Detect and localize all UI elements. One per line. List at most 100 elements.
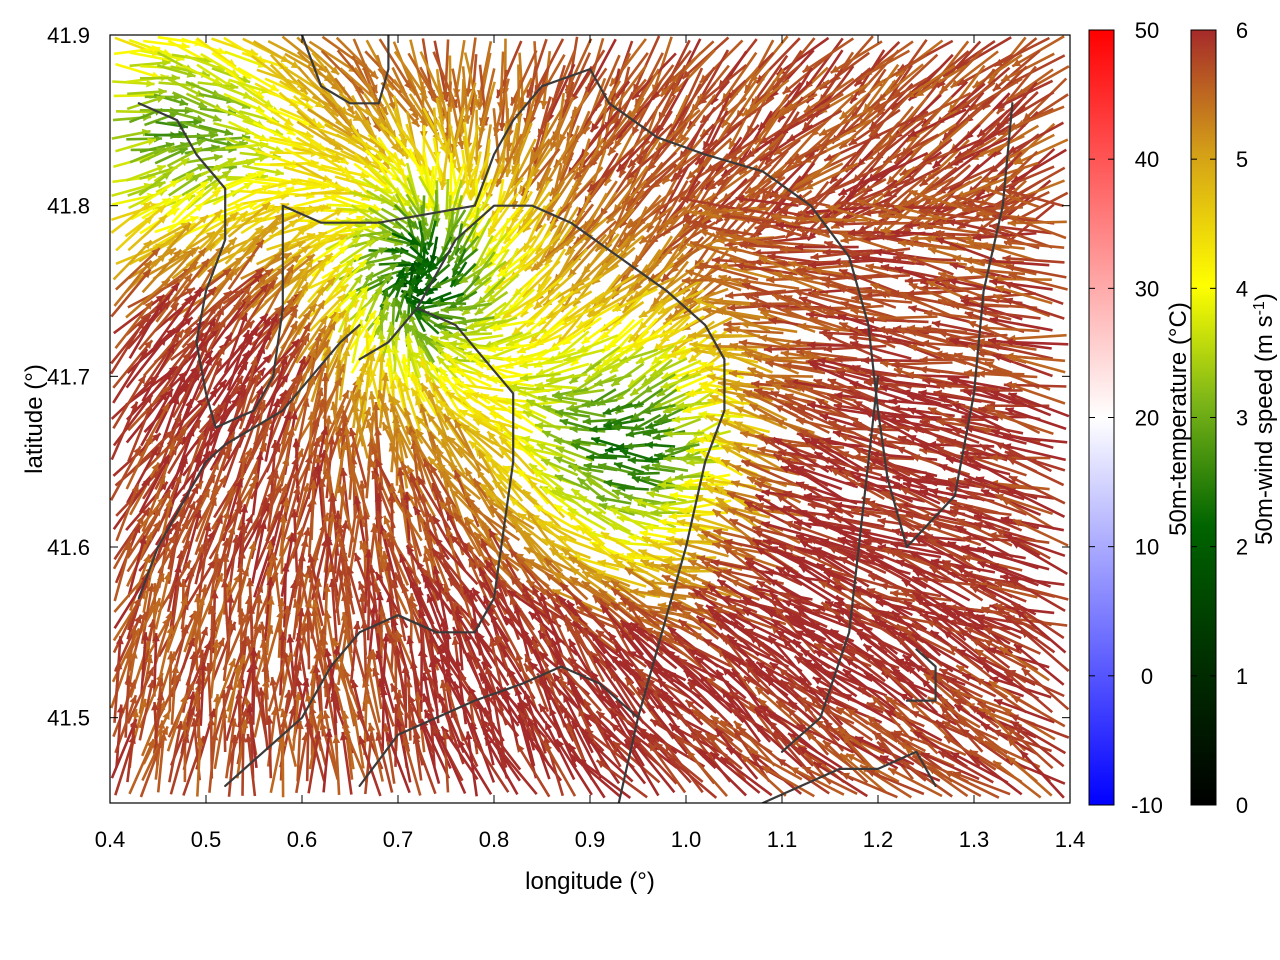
wind-arrow-shaft	[465, 94, 478, 151]
wind-arrow-head	[679, 133, 688, 143]
wind-arrow-head	[950, 79, 960, 88]
wind-arrow-shaft	[635, 64, 675, 115]
wind-arrow-shaft	[526, 38, 548, 99]
wind-arrow-shaft	[609, 64, 648, 114]
wind-arrow	[252, 40, 301, 70]
wind-arrow-head	[610, 77, 618, 87]
wind-arrow-shaft	[779, 79, 830, 116]
wind-arrow-head	[830, 65, 840, 73]
wind-arrow-head	[498, 122, 507, 131]
wind-arrow-shaft	[630, 80, 663, 136]
wind-arrow-shaft	[930, 40, 970, 90]
wind-arrow-head	[441, 91, 450, 100]
wind-arrow-shaft	[546, 63, 576, 122]
wind-arrow-shaft	[971, 53, 1023, 89]
wind-arrow-shaft	[697, 63, 748, 106]
wind-arrow	[630, 80, 663, 136]
wind-arrow-shaft	[352, 38, 379, 94]
wind-arrow-shaft	[338, 92, 385, 126]
wind-arrow	[1022, 77, 1068, 123]
wind-arrow-shaft	[533, 96, 552, 157]
wind-arrow-shaft	[419, 66, 450, 121]
wind-arrow-head	[700, 128, 710, 137]
wind-arrow-head	[151, 45, 161, 53]
wind-arrow-shaft	[479, 68, 496, 127]
wind-arrow-shaft	[719, 66, 760, 114]
wind-arrow	[113, 45, 161, 56]
wind-arrow-shaft	[956, 53, 1013, 87]
wind-arrow	[112, 79, 155, 88]
wind-arrow	[510, 49, 538, 107]
wind-arrow-shaft	[919, 286, 983, 291]
wind-arrow-head	[915, 88, 925, 97]
wind-arrow-shaft	[1007, 220, 1067, 225]
wind-arrow-shaft	[510, 49, 538, 107]
wind-arrow-shaft	[466, 37, 477, 97]
wind-arrow-shaft	[763, 347, 827, 351]
wind-arrow-head	[330, 66, 339, 75]
wind-arrow-shaft	[950, 50, 999, 89]
wind-arrow-shaft	[251, 96, 294, 127]
wind-arrow	[632, 35, 661, 93]
wind-arrow-head	[217, 47, 226, 55]
wind-arrow-shaft	[1008, 54, 1066, 85]
wind-arrow-head	[241, 75, 251, 84]
wind-arrow-shaft	[657, 64, 687, 122]
wind-arrow-shaft	[775, 36, 830, 76]
wind-arrow-shaft	[942, 40, 996, 78]
wind-arrow-shaft	[449, 92, 464, 150]
wind-arrow	[914, 64, 967, 98]
wind-arrow-shaft	[477, 52, 492, 111]
wind-arrow	[139, 74, 180, 82]
wind-arrow-head	[565, 84, 573, 94]
wind-arrow	[862, 63, 900, 113]
wind-arrow	[323, 65, 356, 116]
wind-arrow-shaft	[1003, 68, 1054, 105]
wind-arrow-head	[1001, 73, 1011, 82]
wind-arrow-head	[241, 101, 251, 109]
wind-arrow-shaft	[321, 35, 372, 73]
wind-arrow-head	[854, 77, 864, 87]
wind-arrow-shaft	[890, 67, 941, 111]
wind-arrow	[172, 91, 208, 109]
wind-arrow-shaft	[956, 36, 1012, 71]
wind-arrow-shaft	[863, 221, 924, 226]
wind-arrow-head	[388, 101, 396, 111]
wind-arrow-shaft	[830, 40, 883, 75]
wind-arrow-shaft	[721, 51, 758, 103]
wind-arrow-shaft	[857, 49, 900, 96]
wind-arrow-shaft	[1000, 52, 1055, 83]
wind-arrow-shaft	[296, 51, 341, 92]
wind-arrow-shaft	[311, 95, 363, 122]
wind-arrow-head	[379, 105, 388, 115]
wind-arrow	[589, 80, 631, 133]
wind-arrow-head	[511, 96, 519, 106]
wind-arrow	[969, 77, 1023, 112]
wind-arrow-head	[269, 83, 279, 91]
wind-arrow-shaft	[905, 64, 956, 99]
wind-arrow-shaft	[681, 36, 730, 80]
wind-arrow-shaft	[992, 49, 1041, 92]
wind-arrow-shaft	[969, 77, 1023, 112]
wind-arrow-shaft	[281, 35, 328, 73]
wind-arrow-shaft	[678, 94, 717, 144]
wind-arrow-head	[922, 118, 931, 127]
wind-arrow-head	[948, 103, 957, 113]
wind-arrow	[449, 92, 465, 150]
wind-arrow	[464, 37, 477, 97]
wind-arrow-shaft	[584, 38, 617, 97]
wind-arrow-shaft	[269, 53, 309, 96]
wind-arrow-shaft	[493, 78, 510, 137]
wind-arrow-head	[314, 100, 324, 108]
wind-arrow-head	[992, 82, 1002, 91]
wind-arrow-head	[810, 128, 820, 137]
wind-arrow	[564, 38, 593, 94]
wind-arrow-shaft	[499, 51, 505, 111]
wind-arrow-head	[699, 74, 709, 83]
wind-arrow-head	[703, 140, 711, 150]
wind-arrow-shaft	[849, 49, 886, 105]
wind-arrow-shaft	[542, 50, 552, 110]
wind-arrow-shaft	[443, 39, 450, 100]
wind-arrow-shaft	[555, 92, 565, 151]
